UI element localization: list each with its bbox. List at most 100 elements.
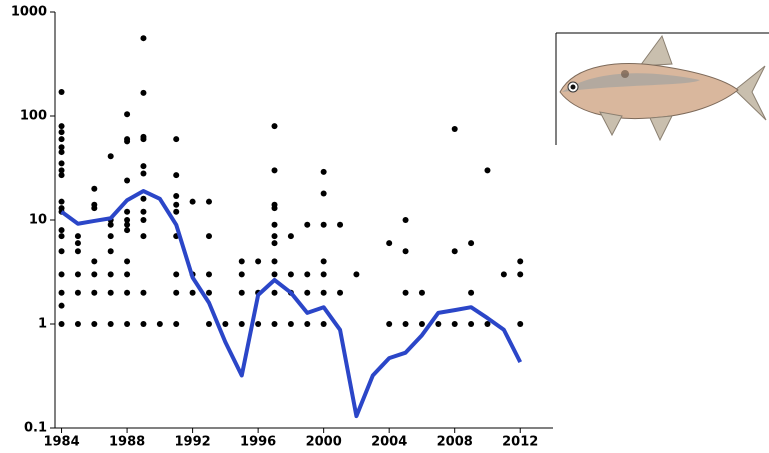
x-tick-label: 1996 bbox=[240, 435, 276, 450]
data-point bbox=[517, 258, 524, 265]
data-point bbox=[271, 321, 278, 327]
x-tick-label: 2004 bbox=[371, 435, 407, 450]
data-point bbox=[124, 208, 131, 215]
data-point bbox=[74, 289, 81, 296]
data-point bbox=[173, 172, 180, 179]
data-point bbox=[156, 321, 163, 327]
data-point bbox=[140, 217, 147, 223]
data-point bbox=[58, 160, 65, 167]
data-point bbox=[402, 321, 409, 327]
data-point bbox=[140, 136, 147, 143]
data-point bbox=[107, 221, 114, 228]
data-point bbox=[304, 289, 311, 296]
x-tick-label: 1988 bbox=[109, 435, 145, 450]
data-point bbox=[173, 271, 180, 278]
data-point bbox=[517, 271, 524, 278]
x-tick-label: 1984 bbox=[43, 435, 79, 450]
trend-line bbox=[60, 189, 523, 419]
data-point bbox=[91, 258, 98, 265]
data-point bbox=[58, 198, 65, 205]
data-point bbox=[320, 190, 327, 197]
data-point bbox=[386, 321, 393, 327]
data-point bbox=[58, 227, 65, 234]
data-point bbox=[58, 289, 65, 296]
data-point bbox=[140, 35, 147, 42]
data-point bbox=[140, 321, 147, 327]
data-point bbox=[418, 321, 425, 327]
data-point bbox=[320, 258, 327, 265]
data-point bbox=[238, 289, 245, 296]
data-point bbox=[418, 289, 425, 296]
data-point bbox=[74, 233, 81, 240]
data-point bbox=[58, 123, 65, 130]
data-point bbox=[468, 289, 475, 296]
data-point bbox=[271, 289, 278, 296]
data-point bbox=[287, 233, 294, 240]
data-point bbox=[173, 201, 180, 208]
data-point bbox=[140, 208, 147, 215]
data-point bbox=[58, 248, 65, 255]
data-point bbox=[58, 136, 65, 143]
data-point bbox=[124, 258, 131, 265]
y-tick-label: 1000 bbox=[11, 5, 47, 20]
data-point bbox=[91, 205, 98, 212]
data-point bbox=[91, 321, 98, 327]
data-point bbox=[124, 321, 131, 327]
data-point bbox=[238, 258, 245, 265]
data-point bbox=[173, 208, 180, 215]
data-point bbox=[124, 111, 131, 118]
x-tick-label: 1992 bbox=[175, 435, 211, 450]
data-point bbox=[320, 271, 327, 278]
data-point bbox=[58, 144, 65, 151]
data-point bbox=[58, 149, 65, 156]
data-point bbox=[189, 198, 196, 205]
data-point bbox=[287, 321, 294, 327]
data-point bbox=[435, 321, 442, 327]
data-point bbox=[451, 248, 458, 255]
data-point bbox=[140, 233, 147, 240]
data-point bbox=[304, 321, 311, 327]
data-point bbox=[205, 233, 212, 240]
data-point bbox=[468, 321, 475, 327]
data-point bbox=[58, 167, 65, 174]
data-point bbox=[107, 289, 114, 296]
data-point bbox=[173, 289, 180, 296]
data-point bbox=[484, 321, 491, 327]
data-point bbox=[337, 289, 344, 296]
data-point bbox=[107, 271, 114, 278]
data-point bbox=[468, 240, 475, 247]
data-point bbox=[320, 289, 327, 296]
data-point bbox=[140, 89, 147, 96]
data-point bbox=[484, 167, 491, 174]
data-point bbox=[124, 217, 131, 223]
data-point bbox=[58, 129, 65, 136]
data-point bbox=[320, 168, 327, 175]
data-point bbox=[402, 248, 409, 255]
data-point bbox=[205, 289, 212, 296]
data-point bbox=[107, 321, 114, 327]
data-point bbox=[91, 271, 98, 278]
data-point bbox=[91, 289, 98, 296]
data-point bbox=[124, 177, 131, 184]
data-point bbox=[140, 195, 147, 202]
data-point bbox=[271, 240, 278, 247]
data-point bbox=[173, 193, 180, 200]
data-point bbox=[255, 258, 262, 265]
data-point bbox=[304, 271, 311, 278]
data-point bbox=[58, 233, 65, 240]
data-point bbox=[205, 271, 212, 278]
data-point bbox=[320, 221, 327, 228]
data-point bbox=[91, 185, 98, 192]
data-point bbox=[517, 321, 524, 327]
data-point bbox=[287, 271, 294, 278]
fish-illustration bbox=[555, 32, 769, 145]
data-point bbox=[58, 321, 65, 327]
data-point bbox=[386, 240, 393, 247]
data-point bbox=[271, 258, 278, 265]
data-point bbox=[58, 89, 65, 96]
data-point bbox=[304, 221, 311, 228]
data-point bbox=[271, 221, 278, 228]
data-point bbox=[74, 321, 81, 327]
data-point bbox=[124, 271, 131, 278]
